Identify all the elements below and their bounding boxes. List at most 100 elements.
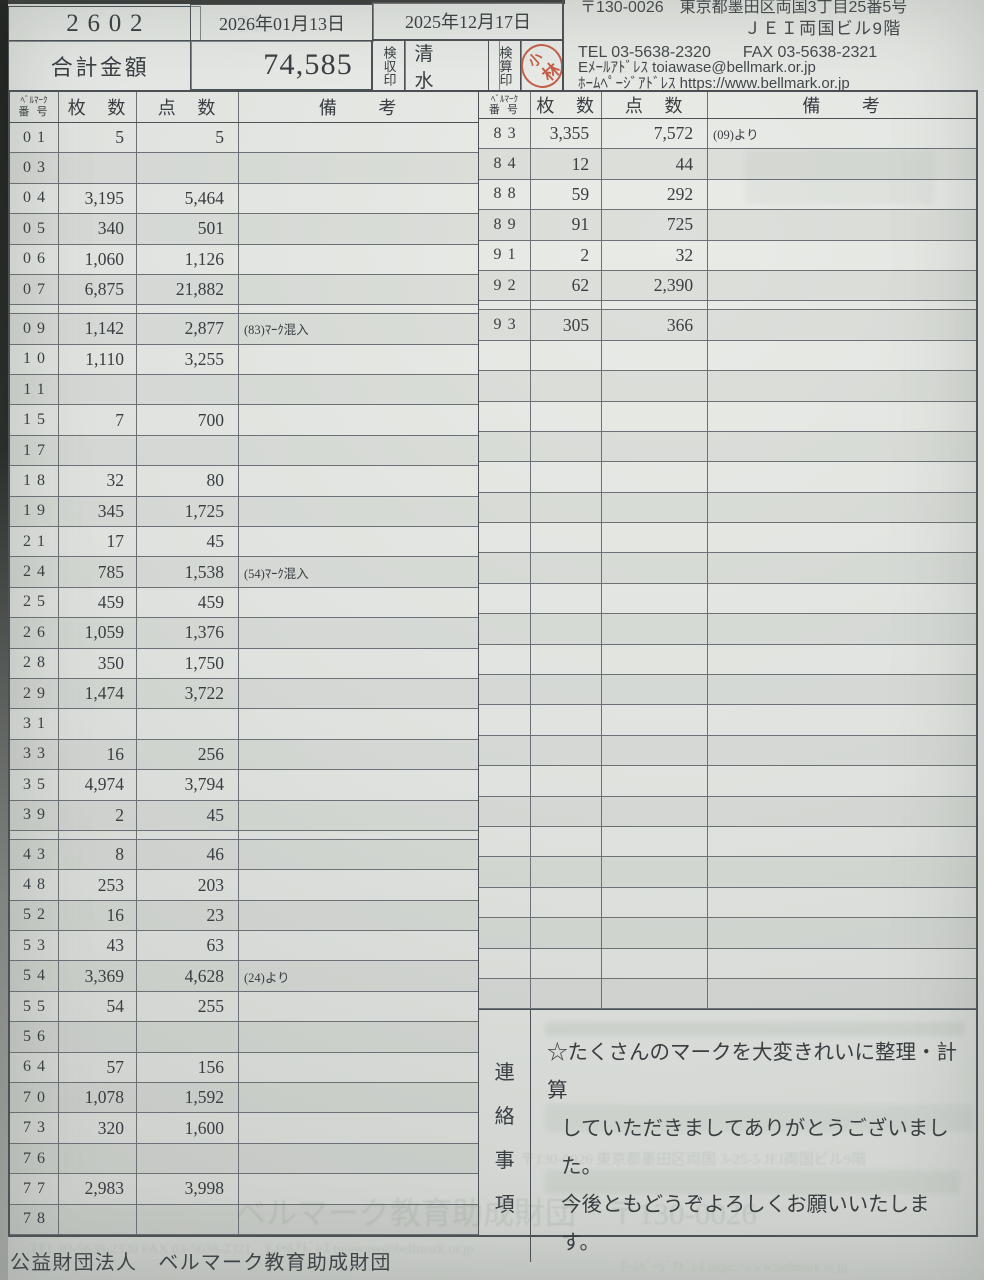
cell-no: 77 <box>10 1174 59 1204</box>
check-stamp-label-cell: 検算印 <box>488 40 522 92</box>
table-row: 84 12 44 <box>479 149 976 180</box>
cell-no <box>479 766 532 796</box>
cell-points <box>137 375 239 405</box>
cell-count: 1,060 <box>59 244 137 274</box>
cell-remark <box>239 1144 478 1173</box>
cell-remark: (24)より <box>244 970 290 985</box>
cell-remark <box>708 705 976 734</box>
cell-count: 2 <box>59 800 137 830</box>
cell-no: 39 <box>10 800 59 830</box>
table-row <box>479 705 976 736</box>
cell-count: 4,974 <box>59 770 137 800</box>
cell-points: 3,722 <box>137 678 239 709</box>
cell-count: 12 <box>531 149 603 179</box>
cell-count: 16 <box>59 900 137 931</box>
cell-remark <box>708 301 976 309</box>
group-code-cell: 2602 <box>8 6 201 42</box>
cell-count <box>59 305 137 314</box>
cell-remark <box>239 618 478 647</box>
cell-no: 78 <box>10 1204 59 1234</box>
cell-no: 88 <box>479 179 532 210</box>
cell-remark <box>239 497 478 526</box>
cell-count: 459 <box>59 587 137 618</box>
col-header-count: 枚 数 <box>59 92 137 122</box>
cell-count: 32 <box>59 466 137 496</box>
notice-label-char: 連 <box>494 1061 515 1084</box>
cell-count: 91 <box>531 210 603 240</box>
col-header-count: 枚 数 <box>531 92 603 118</box>
cell-count <box>59 153 137 183</box>
cell-count: 253 <box>59 870 137 900</box>
table-row: 43 8 46 <box>10 839 479 871</box>
table-row: 03 <box>10 153 479 184</box>
cell-remark <box>708 462 976 491</box>
cell-points <box>602 918 709 948</box>
table-header-left: ﾍﾞﾙﾏｰｸ 番 号 枚 数 点 数 備 考 <box>10 92 479 123</box>
cell-count <box>59 1204 137 1234</box>
cell-count: 350 <box>59 648 137 678</box>
cell-no <box>479 705 532 735</box>
inspection-stamp-label-cell: 検収印 <box>372 40 406 92</box>
cell-points <box>137 435 239 466</box>
cell-points <box>137 830 239 839</box>
table-row <box>479 523 976 554</box>
cell-points: 3,255 <box>137 344 239 375</box>
cell-remark <box>239 801 478 830</box>
table-row: 54 3,369 4,628 (24)より <box>10 961 479 992</box>
cell-no <box>479 948 532 978</box>
cell-remark <box>239 275 478 304</box>
cell-count: 59 <box>531 179 603 210</box>
address-line-2: ＪＥＩ両国ビル9階 <box>744 19 902 38</box>
cell-remark <box>708 918 976 947</box>
cell-remark <box>708 432 976 461</box>
table-row: 15 7 700 <box>10 405 479 436</box>
cell-count <box>531 340 603 371</box>
mark-tally-table: ﾍﾞﾙﾏｰｸ 番 号 枚 数 点 数 備 考 01 5 5 03 04 3,195 5,46… <box>8 90 978 1263</box>
cell-no: 93 <box>479 310 532 340</box>
cell-remark <box>708 857 976 886</box>
table-row: 52 16 23 <box>10 900 479 932</box>
cell-remark <box>239 375 478 404</box>
col-header-remarks: 備 考 <box>318 97 399 118</box>
inspector-name: 清 水 <box>414 44 474 92</box>
cell-points: 7,572 <box>602 119 709 149</box>
cell-count: 785 <box>59 557 137 587</box>
total-amount-text: 74,585 <box>263 48 353 81</box>
cell-count <box>531 978 603 1009</box>
cell-remark <box>708 241 976 270</box>
cell-no: 52 <box>10 900 59 931</box>
cell-no: 54 <box>10 961 59 991</box>
cell-remark <box>708 584 976 613</box>
cell-no: 48 <box>10 870 59 900</box>
cell-no: 73 <box>10 1113 59 1143</box>
group-code: 2602 <box>66 10 152 37</box>
cell-remark <box>708 402 976 431</box>
cell-count <box>59 435 137 466</box>
cell-no <box>479 887 532 918</box>
cell-remark <box>708 675 976 704</box>
cell-points <box>137 153 239 183</box>
red-hanko-stamp-icon: 小 林 <box>516 39 568 93</box>
address-line-1: 〒130-0026 東京都墨田区両国3丁目25番5号 <box>580 0 908 16</box>
table-row <box>479 492 976 524</box>
cell-count <box>59 830 137 839</box>
cell-points <box>602 766 709 796</box>
table-row: 05 340 501 <box>10 214 479 245</box>
cell-points <box>602 340 709 371</box>
photo-top-edge <box>0 0 565 4</box>
table-row <box>479 340 976 372</box>
cell-no: 01 <box>10 122 59 153</box>
cell-no: 07 <box>10 274 59 305</box>
cell-no <box>479 826 532 857</box>
table-row: 06 1,060 1,126 <box>10 244 479 275</box>
table-row: 48 253 203 <box>10 870 479 901</box>
cell-remark <box>708 736 976 765</box>
table-left-half: ﾍﾞﾙﾏｰｸ 番 号 枚 数 点 数 備 考 01 5 5 03 04 3,195 5,46… <box>10 92 479 1235</box>
table-row: 18 32 80 <box>10 466 479 497</box>
cell-remark <box>708 310 976 339</box>
cell-remark <box>239 588 478 617</box>
cell-no: 89 <box>479 210 532 240</box>
received-date-cell: 2025年12月17日 <box>372 2 564 40</box>
cell-no: 91 <box>479 240 532 270</box>
cell-count: 320 <box>59 1113 137 1143</box>
